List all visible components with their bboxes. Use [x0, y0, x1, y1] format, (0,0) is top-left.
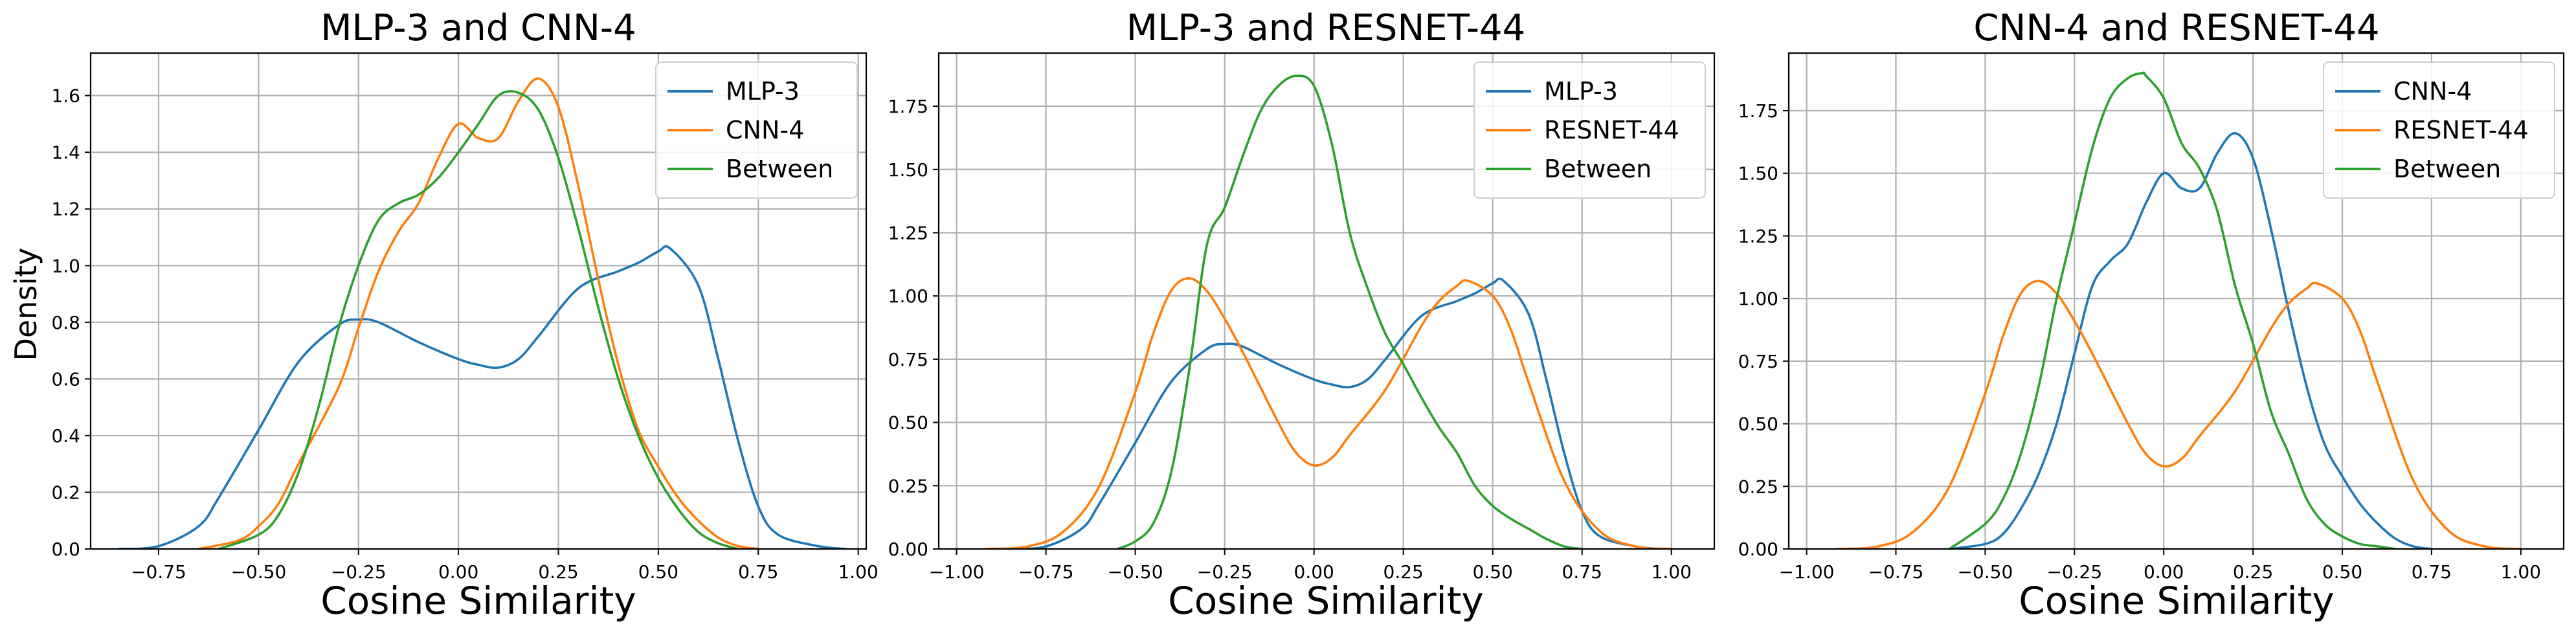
x-axis-label: Cosine Similarity	[2019, 579, 2334, 623]
x-tick-label: 0.75	[1562, 561, 1602, 583]
axes-frame	[937, 52, 1716, 550]
y-tick-label: 1.00	[888, 285, 928, 307]
x-tick-label: 0.75	[738, 561, 778, 583]
y-tick-label: 1.00	[1738, 288, 1778, 309]
x-tick-label: 0.00	[1294, 561, 1334, 583]
x-tick-label: −0.75	[1018, 561, 1074, 583]
y-tick-label: 0.00	[1738, 539, 1778, 560]
x-tick-label: −1.00	[1779, 561, 1835, 583]
subplot-cnn4-resnet44: CNN-4 and RESNET-44 Cosine Similarity −1…	[1738, 7, 2565, 623]
series-line-resnet-44	[1835, 280, 2521, 549]
y-tick-label: 1.2	[51, 199, 80, 220]
subplot-mlp3-resnet44: MLP-3 and RESNET-44 Cosine Similarity −1…	[888, 7, 1716, 623]
x-tick-label: 0.25	[2233, 561, 2273, 583]
x-tick-label: 0.50	[1473, 561, 1513, 583]
y-tick-label: 1.75	[888, 96, 928, 117]
x-tick-label: 1.00	[2501, 561, 2541, 583]
y-tick-label: 1.50	[1738, 163, 1778, 184]
series-line-resnet-44	[985, 277, 1672, 549]
y-axis-label: Density	[8, 248, 43, 361]
y-tick-label: 0.50	[1738, 414, 1778, 435]
x-tick-label: −0.50	[230, 561, 286, 583]
x-tick-label: −0.25	[331, 561, 386, 583]
legend-label: Between	[2393, 155, 2501, 183]
y-tick-label: 0.0	[51, 539, 80, 560]
y-tick-label: 0.2	[51, 482, 80, 503]
subplot-title: MLP-3 and RESNET-44	[1126, 7, 1526, 49]
legend-label: CNN-4	[726, 116, 804, 144]
x-axis-label: Cosine Similarity	[1168, 579, 1483, 623]
legend-box	[655, 61, 858, 199]
y-tick-label: 0.75	[888, 349, 928, 370]
x-tick-label: −1.00	[929, 561, 985, 583]
legend-label: Between	[726, 155, 833, 183]
legend-label: MLP-3	[1544, 77, 1618, 106]
x-tick-label: −0.75	[1868, 561, 1924, 583]
series-line-cnn-4	[198, 77, 759, 549]
y-tick-label: 0.50	[888, 412, 928, 434]
y-tick-label: 1.6	[51, 85, 80, 107]
x-tick-label: 1.00	[1652, 561, 1692, 583]
y-tick-label: 0.8	[51, 312, 80, 333]
series-line-cnn-4	[1949, 132, 2432, 549]
subplot-mlp3-cnn4: MLP-3 and CNN-4 Cosine Similarity Densit…	[8, 7, 879, 623]
series-line-between	[1949, 71, 2396, 549]
subplot-title: MLP-3 and CNN-4	[320, 7, 636, 49]
x-tick-label: −0.75	[131, 561, 186, 583]
y-tick-label: 1.4	[51, 142, 80, 163]
y-tick-label: 0.6	[51, 368, 80, 390]
legend-label: CNN-4	[2393, 77, 2472, 106]
y-tick-label: 0.00	[888, 539, 928, 560]
x-tick-label: 0.00	[438, 561, 478, 583]
x-tick-label: 0.50	[2322, 561, 2362, 583]
y-tick-label: 1.25	[888, 222, 928, 243]
legend-box	[1473, 61, 1706, 199]
x-tick-label: 0.50	[638, 561, 678, 583]
subplot-title: CNN-4 and RESNET-44	[1973, 7, 2379, 49]
axes-frame	[1787, 52, 2565, 550]
axes-frame	[89, 52, 868, 550]
x-tick-label: 0.75	[2412, 561, 2452, 583]
legend-label: Between	[1544, 155, 1652, 183]
x-tick-label: −0.25	[2046, 561, 2102, 583]
y-tick-label: 0.4	[51, 425, 80, 447]
y-tick-label: 1.0	[51, 255, 80, 276]
x-tick-label: 1.00	[838, 561, 878, 583]
y-tick-label: 1.25	[1738, 225, 1778, 247]
legend: CNN-4 RESNET-44 Between	[2323, 61, 2555, 199]
y-tick-label: 1.75	[1738, 100, 1778, 122]
legend: MLP-3 RESNET-44 Between	[1473, 61, 1706, 199]
x-axis-label: Cosine Similarity	[320, 579, 636, 623]
legend-label: RESNET-44	[2393, 116, 2529, 144]
y-tick-label: 0.25	[888, 475, 928, 497]
x-tick-label: 0.25	[538, 561, 578, 583]
series-line-between	[1117, 74, 1582, 549]
series-line-between	[218, 90, 739, 549]
x-tick-label: −0.50	[1108, 561, 1163, 583]
x-tick-label: 0.00	[2144, 561, 2184, 583]
y-tick-label: 0.75	[1738, 351, 1778, 372]
x-tick-label: −0.25	[1197, 561, 1253, 583]
x-tick-label: −0.50	[1957, 561, 2013, 583]
y-tick-label: 1.50	[888, 159, 928, 181]
x-tick-label: 0.25	[1383, 561, 1424, 583]
legend-label: MLP-3	[726, 77, 800, 106]
series-line-mlp-3	[1010, 277, 1661, 549]
series-line-mlp-3	[118, 245, 847, 549]
legend-label: RESNET-44	[1544, 116, 1679, 144]
legend-box	[2323, 61, 2555, 199]
y-tick-label: 0.25	[1738, 476, 1778, 497]
legend: MLP-3 CNN-4 Between	[655, 61, 858, 199]
